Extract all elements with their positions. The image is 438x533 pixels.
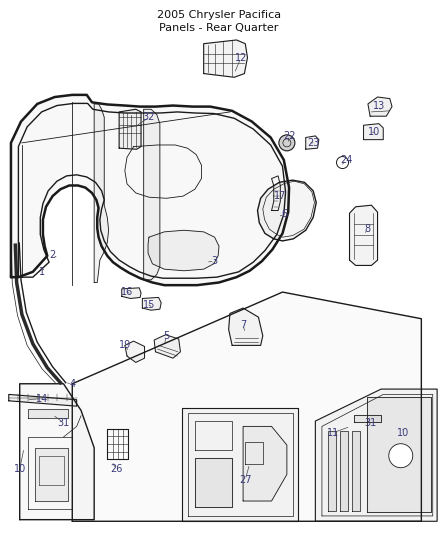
Polygon shape xyxy=(35,448,68,501)
Text: 22: 22 xyxy=(283,131,295,141)
Polygon shape xyxy=(142,297,161,310)
Polygon shape xyxy=(122,288,141,298)
Text: 32: 32 xyxy=(143,112,155,122)
Polygon shape xyxy=(9,394,77,406)
Polygon shape xyxy=(306,136,319,149)
Text: 17: 17 xyxy=(274,191,286,201)
Polygon shape xyxy=(195,458,232,507)
Text: 31: 31 xyxy=(57,418,70,427)
Text: 2005 Chrysler Pacifica
Panels - Rear Quarter: 2005 Chrysler Pacifica Panels - Rear Qua… xyxy=(157,10,281,33)
Text: 11: 11 xyxy=(327,428,339,438)
Text: 23: 23 xyxy=(307,138,319,148)
Polygon shape xyxy=(243,426,287,501)
Text: 4: 4 xyxy=(69,379,75,389)
Circle shape xyxy=(389,443,413,468)
Polygon shape xyxy=(154,335,180,358)
Text: 1: 1 xyxy=(39,267,45,277)
Polygon shape xyxy=(367,397,431,512)
Polygon shape xyxy=(148,230,219,271)
Text: 6: 6 xyxy=(282,209,288,219)
Text: 5: 5 xyxy=(163,331,170,341)
Circle shape xyxy=(279,135,295,151)
Polygon shape xyxy=(368,97,392,116)
Text: 27: 27 xyxy=(239,475,251,484)
Polygon shape xyxy=(229,308,263,345)
Polygon shape xyxy=(182,408,298,521)
Polygon shape xyxy=(94,104,109,282)
Polygon shape xyxy=(258,180,316,241)
Text: 13: 13 xyxy=(373,101,385,110)
Polygon shape xyxy=(352,431,360,511)
Polygon shape xyxy=(144,109,160,280)
Text: 15: 15 xyxy=(143,300,155,310)
Text: 10: 10 xyxy=(368,127,381,137)
Text: 10: 10 xyxy=(14,464,26,474)
Polygon shape xyxy=(72,292,421,521)
Polygon shape xyxy=(204,40,247,77)
Text: 7: 7 xyxy=(240,320,246,330)
Text: 3: 3 xyxy=(212,256,218,266)
Text: 10: 10 xyxy=(397,428,409,438)
Text: 12: 12 xyxy=(235,53,247,62)
Text: 8: 8 xyxy=(365,224,371,234)
Polygon shape xyxy=(125,341,145,362)
Polygon shape xyxy=(328,431,336,511)
Polygon shape xyxy=(354,415,381,422)
Polygon shape xyxy=(119,109,141,149)
Polygon shape xyxy=(315,389,437,521)
Polygon shape xyxy=(340,431,348,511)
Text: 26: 26 xyxy=(110,464,122,474)
Polygon shape xyxy=(11,95,289,285)
Text: 19: 19 xyxy=(119,341,131,350)
Polygon shape xyxy=(350,205,378,265)
Text: 14: 14 xyxy=(35,394,48,403)
Text: 16: 16 xyxy=(121,287,133,297)
Polygon shape xyxy=(364,124,383,140)
Polygon shape xyxy=(28,409,68,418)
Text: 24: 24 xyxy=(340,155,352,165)
Polygon shape xyxy=(20,384,94,520)
Text: 31: 31 xyxy=(364,418,376,427)
Text: 2: 2 xyxy=(49,250,56,260)
